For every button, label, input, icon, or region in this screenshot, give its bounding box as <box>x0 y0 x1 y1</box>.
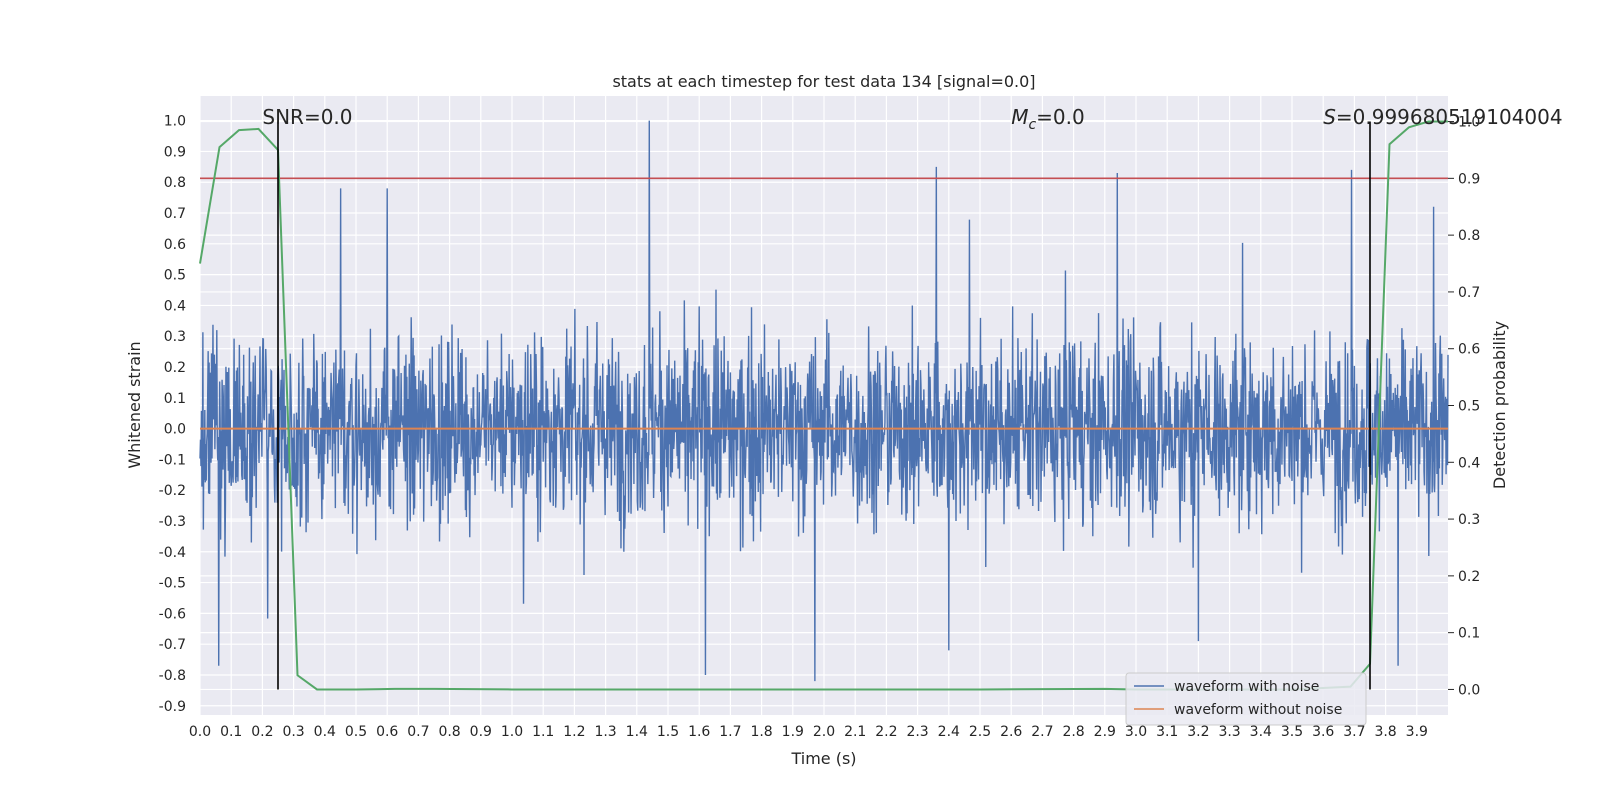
y-right-tick-label: 0.6 <box>1458 342 1480 358</box>
x-tick-label: 1.1 <box>532 724 554 740</box>
x-tick-label: 3.1 <box>1156 724 1178 740</box>
annotation-s-value: =0.999680519104004 <box>1336 105 1563 129</box>
y-left-tick-label: 0.7 <box>164 206 186 222</box>
y-right-tick-label: 0.0 <box>1458 682 1480 698</box>
y-left-tick-label: -0.2 <box>159 483 186 499</box>
x-tick-label: 1.3 <box>594 724 616 740</box>
series-waveform-with-noise <box>199 120 1449 682</box>
x-tick-label: 0.5 <box>345 724 367 740</box>
x-tick-label: 0.1 <box>220 724 242 740</box>
annotation-chirp-mass-symbol: M <box>1011 105 1028 129</box>
x-tick-label: 1.2 <box>563 724 585 740</box>
y-right-tick-label: 1.0 <box>1458 115 1480 131</box>
y-right-tick-label: 0.2 <box>1458 569 1480 585</box>
y-right-tick-label: 0.3 <box>1458 512 1480 528</box>
y-right-tick-label: 0.7 <box>1458 285 1480 301</box>
vertical-markers <box>277 121 1371 690</box>
x-tick-label: 1.9 <box>782 724 804 740</box>
y-right-tick-label: 0.9 <box>1458 171 1480 187</box>
y-left-tick-label: 0.2 <box>164 360 186 376</box>
y-left-tick-label: -0.3 <box>159 514 186 530</box>
legend-box <box>1125 672 1367 726</box>
y-left-tick-labels: 1.0 0.9 0.8 0.7 0.6 0.5 0.4 0.3 0.2 0.1 0.0 -0.1 -0.… <box>159 114 186 715</box>
x-axis-title: Time (s) <box>790 749 856 768</box>
y-left-tick-label: 0.0 <box>164 422 186 438</box>
x-tick-label: 3.7 <box>1343 724 1365 740</box>
x-tick-label: 3.6 <box>1312 724 1334 740</box>
annotation-chirp-mass-subscript: c <box>1028 117 1036 133</box>
x-tick-label: 2.5 <box>969 724 991 740</box>
x-tick-label: 0.7 <box>407 724 429 740</box>
y-left-tick-label: -0.7 <box>159 637 186 653</box>
y-left-tick-label: -0.5 <box>159 576 186 592</box>
y-right-tick-label: 0.1 <box>1458 626 1480 642</box>
x-tick-label: 0.0 <box>189 724 211 740</box>
legend-label-noise: waveform with noise <box>1174 679 1319 695</box>
y-left-axis-title: Whitened strain <box>125 341 144 468</box>
x-tick-label: 2.9 <box>1094 724 1116 740</box>
x-tick-label: 3.9 <box>1406 724 1428 740</box>
y-left-tick-label: 0.9 <box>164 144 186 160</box>
x-tick-label: 2.6 <box>1000 724 1022 740</box>
y-right-axis-title: Detection probability <box>1490 321 1509 489</box>
annotation-s-symbol: S <box>1323 105 1336 129</box>
x-tick-label: 2.3 <box>906 724 928 740</box>
x-tick-label: 3.5 <box>1281 724 1303 740</box>
x-tick-label: 3.0 <box>1125 724 1147 740</box>
y-left-tick-label: 0.6 <box>164 237 186 253</box>
y-left-tick-label: -0.4 <box>159 545 186 561</box>
annotation-snr: SNR=0.0 <box>262 105 352 129</box>
x-tick-label: 2.0 <box>813 724 835 740</box>
x-tick-label: 0.4 <box>314 724 336 740</box>
y-left-tick-label: -0.6 <box>159 606 186 622</box>
annotation-detection-statistic: S=0.999680519104004 <box>1323 105 1562 129</box>
x-tick-label: 1.6 <box>688 724 710 740</box>
x-tick-label: 1.7 <box>719 724 741 740</box>
x-tick-label: 3.8 <box>1374 724 1396 740</box>
y-left-tick-label: 0.5 <box>164 268 186 284</box>
y-left-tick-label: -0.9 <box>159 699 186 715</box>
x-tick-label: 0.6 <box>376 724 398 740</box>
x-tick-label: 0.3 <box>282 724 304 740</box>
x-tick-label: 2.1 <box>844 724 866 740</box>
annotation-chirp-mass-value: =0.0 <box>1036 105 1085 129</box>
x-tick-label: 0.9 <box>470 724 492 740</box>
noise-line <box>199 120 1449 682</box>
x-tick-label: 2.8 <box>1062 724 1084 740</box>
chart-title: stats at each timestep for test data 134… <box>612 72 1035 91</box>
y-right-tick-label: 0.4 <box>1458 455 1480 471</box>
annotation-chirp-mass: Mc=0.0 <box>1011 105 1085 133</box>
x-tick-label: 2.2 <box>875 724 897 740</box>
x-tick-label: 3.4 <box>1250 724 1272 740</box>
legend: waveform with noise waveform without noi… <box>1125 672 1367 726</box>
y-left-tick-label: -0.8 <box>159 668 186 684</box>
x-tick-label: 0.2 <box>251 724 273 740</box>
y-left-tick-label: -0.1 <box>159 452 186 468</box>
y-right-tick-label: 0.8 <box>1458 228 1480 244</box>
x-tick-label: 1.8 <box>750 724 772 740</box>
y-left-tick-label: 0.8 <box>164 175 186 191</box>
y-right-tick-labels: 1.0 0.9 0.8 0.7 0.6 0.5 0.4 0.3 0.2 0.1 0.0 <box>1448 115 1480 698</box>
x-tick-label: 3.2 <box>1187 724 1209 740</box>
x-tick-labels: 0.0 0.1 0.2 0.3 0.4 0.5 0.6 0.7 0.8 0.9 1.0 1.1 1.2 1… <box>189 724 1428 740</box>
x-tick-label: 1.5 <box>657 724 679 740</box>
x-tick-label: 3.3 <box>1218 724 1240 740</box>
y-left-tick-label: 0.1 <box>164 391 186 407</box>
x-tick-label: 2.7 <box>1031 724 1053 740</box>
x-tick-label: 2.4 <box>938 724 960 740</box>
y-left-tick-label: 1.0 <box>164 114 186 130</box>
y-left-tick-label: 0.3 <box>164 329 186 345</box>
legend-label-clean: waveform without noise <box>1174 702 1342 718</box>
y-left-tick-label: 0.4 <box>164 298 186 314</box>
x-tick-label: 1.0 <box>501 724 523 740</box>
x-tick-label: 1.4 <box>626 724 648 740</box>
y-right-tick-label: 0.5 <box>1458 399 1480 415</box>
x-tick-label: 0.8 <box>438 724 460 740</box>
